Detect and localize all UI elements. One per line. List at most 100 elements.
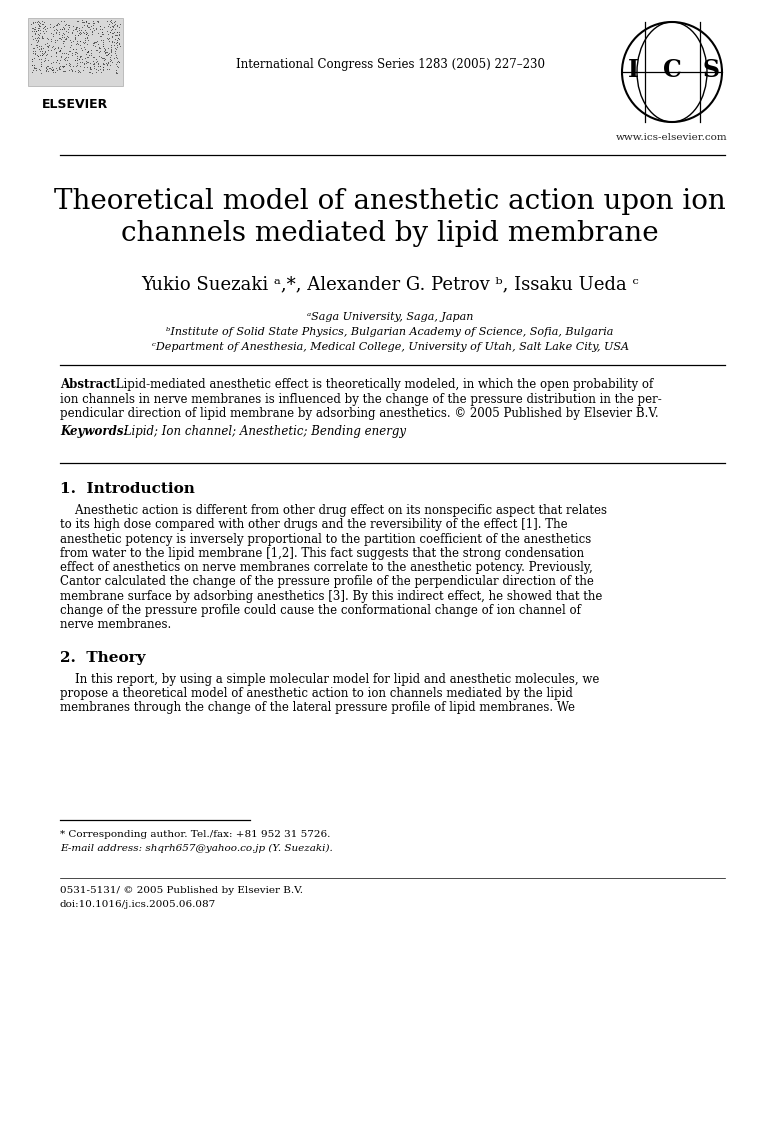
Point xyxy=(41,45,53,63)
Point xyxy=(35,39,48,57)
Point xyxy=(96,49,108,67)
Point xyxy=(107,17,119,35)
Point xyxy=(54,42,66,60)
Point xyxy=(38,52,51,70)
Point xyxy=(97,49,109,67)
Point xyxy=(76,18,89,36)
Point xyxy=(113,53,126,71)
Point xyxy=(82,53,94,71)
Point xyxy=(55,31,68,49)
Point xyxy=(101,46,113,65)
Point xyxy=(87,54,100,73)
Point xyxy=(104,23,116,41)
Point xyxy=(28,20,41,39)
Text: anesthetic potency is inversely proportional to the partition coefficient of the: anesthetic potency is inversely proporti… xyxy=(60,533,591,546)
Point xyxy=(94,20,106,39)
Text: www.ics-elsevier.com: www.ics-elsevier.com xyxy=(616,133,728,142)
Point xyxy=(29,24,41,42)
Point xyxy=(32,12,44,31)
Point xyxy=(41,61,53,79)
Point xyxy=(69,43,82,61)
Point xyxy=(77,14,90,32)
Point xyxy=(36,27,48,45)
Point xyxy=(41,19,53,37)
Point xyxy=(112,18,125,36)
Point xyxy=(58,58,70,76)
Point xyxy=(81,43,94,61)
Text: membrane surface by adsorbing anesthetics [3]. By this indirect effect, he showe: membrane surface by adsorbing anesthetic… xyxy=(60,590,602,603)
Point xyxy=(52,60,65,78)
Point xyxy=(95,23,108,41)
Text: In this report, by using a simple molecular model for lipid and anesthetic molec: In this report, by using a simple molecu… xyxy=(60,673,599,685)
Point xyxy=(101,22,113,40)
Point xyxy=(34,20,47,39)
Point xyxy=(69,28,81,46)
Point xyxy=(31,12,44,31)
Point xyxy=(58,61,71,79)
Point xyxy=(108,33,120,51)
Point xyxy=(106,33,119,51)
Point xyxy=(83,58,96,76)
Point xyxy=(87,34,99,52)
Point xyxy=(45,46,58,65)
Point xyxy=(31,32,44,50)
Point xyxy=(74,22,87,40)
Point xyxy=(71,49,83,67)
Point xyxy=(66,62,78,80)
Point xyxy=(25,35,37,53)
Point xyxy=(105,24,118,42)
Point xyxy=(36,42,48,60)
Point xyxy=(100,42,112,60)
Point xyxy=(41,60,54,78)
Point xyxy=(96,37,108,56)
Point xyxy=(111,23,123,41)
Point xyxy=(42,59,55,77)
Point xyxy=(65,60,77,78)
Point xyxy=(44,59,56,77)
Point xyxy=(29,14,41,32)
Text: International Congress Series 1283 (2005) 227–230: International Congress Series 1283 (2005… xyxy=(236,58,544,71)
Point xyxy=(42,31,55,49)
Point xyxy=(79,33,91,51)
Point xyxy=(33,12,45,31)
Point xyxy=(40,59,52,77)
Point xyxy=(90,33,102,51)
Point xyxy=(39,59,51,77)
Point xyxy=(109,48,122,66)
Point xyxy=(51,51,63,69)
Point xyxy=(32,48,44,66)
Point xyxy=(99,45,112,63)
Point xyxy=(61,26,73,44)
Point xyxy=(65,36,77,54)
Point xyxy=(56,19,69,37)
Point xyxy=(26,52,38,70)
Point xyxy=(111,57,123,75)
Point xyxy=(50,43,62,61)
Point xyxy=(53,51,66,69)
Point xyxy=(53,59,66,77)
Point xyxy=(94,57,106,75)
Point xyxy=(34,42,46,60)
Point xyxy=(88,34,101,52)
Point xyxy=(32,20,44,39)
Point xyxy=(46,60,58,78)
Point xyxy=(94,31,107,49)
Point xyxy=(110,54,122,73)
Point xyxy=(69,51,81,69)
Point xyxy=(63,42,76,60)
Point xyxy=(101,56,113,74)
Point xyxy=(27,56,39,74)
Point xyxy=(99,41,112,59)
Point xyxy=(37,28,49,46)
Point xyxy=(91,52,104,70)
Point xyxy=(78,34,90,52)
Point xyxy=(32,16,44,34)
Point xyxy=(41,34,53,52)
Point xyxy=(28,59,41,77)
Point xyxy=(51,31,63,49)
Point xyxy=(32,25,44,43)
Point xyxy=(81,18,94,36)
Point xyxy=(34,36,47,54)
Point xyxy=(36,15,48,33)
Point xyxy=(79,32,91,50)
